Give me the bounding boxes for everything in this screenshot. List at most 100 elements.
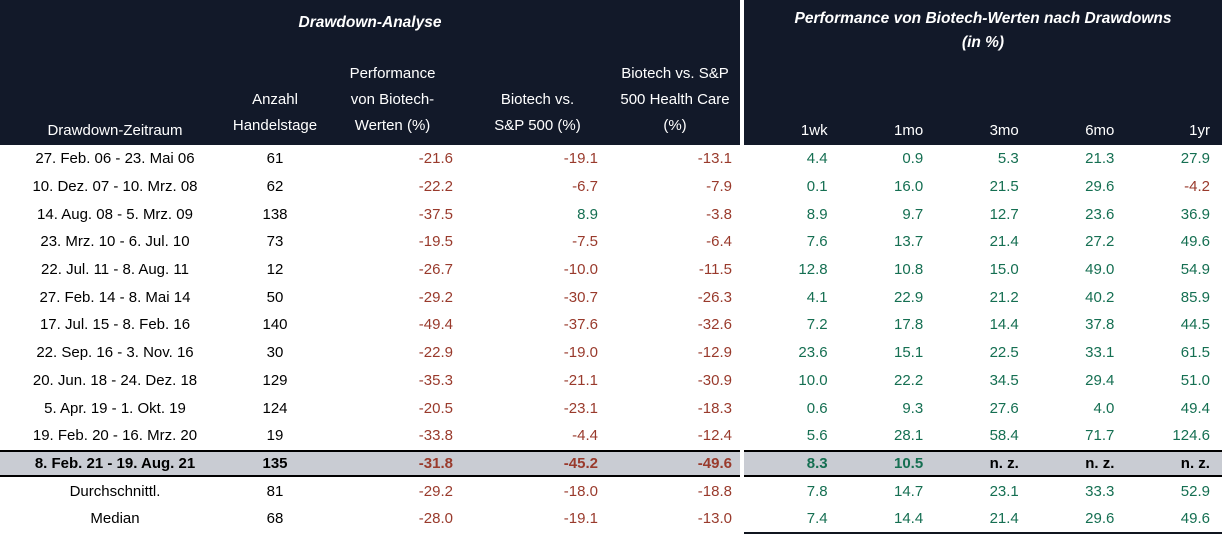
row-label: Durchschnittl. [69, 482, 161, 500]
col-header-1mo: 1mo [894, 122, 924, 139]
cell-value: 138 [262, 205, 288, 223]
cell-value: -19.0 [563, 344, 598, 362]
cell-value: 44.5 [1180, 316, 1210, 334]
right-section-title-line1: Performance von Biotech-Werten nach Draw… [794, 10, 1172, 27]
cell-value: 135 [262, 454, 288, 472]
cell-value: -30.7 [563, 288, 598, 306]
cell-value: 52.9 [1180, 482, 1210, 500]
table-row: 7.6 13.7 21.4 27.2 49.6 [744, 228, 1222, 256]
table-row: 23.6 15.1 22.5 33.1 61.5 [744, 339, 1222, 367]
cell-value: 49.6 [1180, 510, 1210, 528]
table-row: 7.2 17.8 14.4 37.8 44.5 [744, 311, 1222, 339]
col-header-line: Biotech vs. [500, 91, 575, 108]
cell-value: 21.2 [989, 288, 1019, 306]
cell-value: 124 [262, 399, 288, 417]
cell-value: 9.3 [902, 399, 924, 417]
col-header-performance-biotech: Performance von Biotech- Werten (%) [320, 61, 465, 139]
cell-value: 4.0 [1093, 399, 1115, 417]
drawdown-analyse-panel: Drawdown-Analyse Drawdown-Zeitraum Anzah… [0, 0, 740, 528]
cell-value: 0.9 [902, 150, 924, 168]
left-section-title: Drawdown-Analyse [298, 14, 442, 31]
cell-value: -21.1 [563, 371, 598, 389]
cell-value: 15.1 [893, 344, 924, 362]
cell-value: -30.9 [697, 371, 732, 389]
cell-value: 73 [266, 233, 284, 251]
row-label: 27. Feb. 14 - 8. Mai 14 [39, 288, 191, 306]
col-header-line: (%) [663, 117, 687, 134]
col-header-line: Werten (%) [354, 117, 431, 134]
cell-value: 51.0 [1180, 371, 1210, 389]
cell-value: 23.6 [798, 344, 828, 362]
section-divider [740, 0, 744, 534]
cell-value: 8.9 [577, 205, 598, 223]
row-label: 23. Mrz. 10 - 6. Jul. 10 [40, 233, 190, 251]
cell-value: 40.2 [1085, 288, 1115, 306]
row-label: 27. Feb. 06 - 23. Mai 06 [35, 150, 195, 168]
cell-value: -7.9 [706, 178, 732, 196]
cell-value: -3.8 [706, 205, 732, 223]
cell-value: 23.1 [989, 482, 1019, 500]
cell-value: -20.5 [418, 399, 453, 417]
table-row: 5.6 28.1 58.4 71.7 124.6 [744, 422, 1222, 450]
cell-value: 10.0 [798, 371, 828, 389]
cell-value: 81 [266, 482, 284, 500]
table-row: 8.9 9.7 12.7 23.6 36.9 [744, 200, 1222, 228]
cell-value: 12.8 [798, 261, 828, 279]
cell-value: -49.6 [697, 454, 732, 472]
col-header-line: Performance [349, 65, 436, 82]
col-header-biotech-vs-sp500: Biotech vs. S&P 500 (%) [465, 87, 610, 139]
cell-value: -33.8 [418, 427, 453, 445]
cell-value: 5.3 [997, 150, 1019, 168]
row-label: 22. Jul. 11 - 8. Aug. 11 [41, 261, 189, 279]
col-header-zeitraum: Drawdown-Zeitraum [47, 122, 183, 139]
cell-value: 22.9 [893, 288, 924, 306]
cell-value: -13.0 [697, 510, 732, 528]
col-header-line: 500 Health Care [620, 91, 730, 108]
cell-value: 8.3 [806, 454, 828, 472]
cell-value: 36.9 [1180, 205, 1210, 223]
cell-value: 21.3 [1085, 150, 1115, 168]
cell-value: 34.5 [989, 371, 1019, 389]
cell-value: 27.2 [1085, 233, 1115, 251]
cell-value: 22.2 [893, 371, 924, 389]
cell-value: 71.7 [1085, 427, 1115, 445]
cell-value: 12 [266, 261, 284, 279]
cell-value: -26.7 [418, 261, 453, 279]
cell-value: 5.6 [806, 427, 828, 445]
cell-value: 68 [266, 510, 284, 528]
col-header-anzahl-handelstage: Anzahl Handelstage [230, 87, 320, 139]
table-row: 12.8 10.8 15.0 49.0 54.9 [744, 256, 1222, 284]
cell-value: 15.0 [989, 261, 1019, 279]
cell-value: 14.4 [893, 510, 924, 528]
highlighted-table-row: 8. Feb. 21 - 19. Aug. 21 135 -31.8 -45.2 -49… [0, 449, 740, 478]
cell-value: -23.1 [563, 399, 598, 417]
cell-value: -18.0 [563, 482, 598, 500]
cell-value: -37.5 [418, 205, 453, 223]
cell-value: 22.5 [989, 344, 1019, 362]
cell-value: -18.3 [697, 399, 732, 417]
table-row: 27. Feb. 14 - 8. Mai 14 50 -29.2 -30.7 -26.3 [0, 283, 740, 311]
cell-value: -7.5 [572, 233, 598, 251]
cell-value: -6.7 [572, 178, 598, 196]
cell-value: 21.4 [989, 510, 1019, 528]
table-row: 5. Apr. 19 - 1. Okt. 19 124 -20.5 -23.1 -18.… [0, 394, 740, 422]
table-row: 27. Feb. 06 - 23. Mai 06 61 -21.6 -19.1 -13.… [0, 145, 740, 173]
cell-value: 10.5 [893, 454, 924, 472]
table-row: 14. Aug. 08 - 5. Mrz. 09 138 -37.5 8.9 -3.8 [0, 200, 740, 228]
right-body: 4.4 0.9 5.3 21.3 27.9 0.1 16.0 21.5 29.6 -4.2 8.9 9… [744, 145, 1222, 532]
cell-value: 61.5 [1180, 344, 1210, 362]
row-label: 22. Sep. 16 - 3. Nov. 16 [36, 344, 194, 362]
col-header-6mo: 6mo [1085, 122, 1115, 139]
cell-value: n. z. [1085, 454, 1115, 472]
table-row: 22. Sep. 16 - 3. Nov. 16 30 -22.9 -19.0 -12.… [0, 339, 740, 367]
row-label: Median [90, 510, 140, 528]
table-row: 4.1 22.9 21.2 40.2 85.9 [744, 283, 1222, 311]
table-row: 0.6 9.3 27.6 4.0 49.4 [744, 394, 1222, 422]
col-header-1yr: 1yr [1189, 122, 1210, 139]
cell-value: 33.3 [1085, 482, 1115, 500]
cell-value: 8.9 [806, 205, 828, 223]
cell-value: 7.2 [806, 316, 828, 334]
highlighted-table-row: 8.3 10.5 n. z. n. z. n. z. [744, 449, 1222, 478]
cell-value: -11.5 [698, 261, 732, 279]
